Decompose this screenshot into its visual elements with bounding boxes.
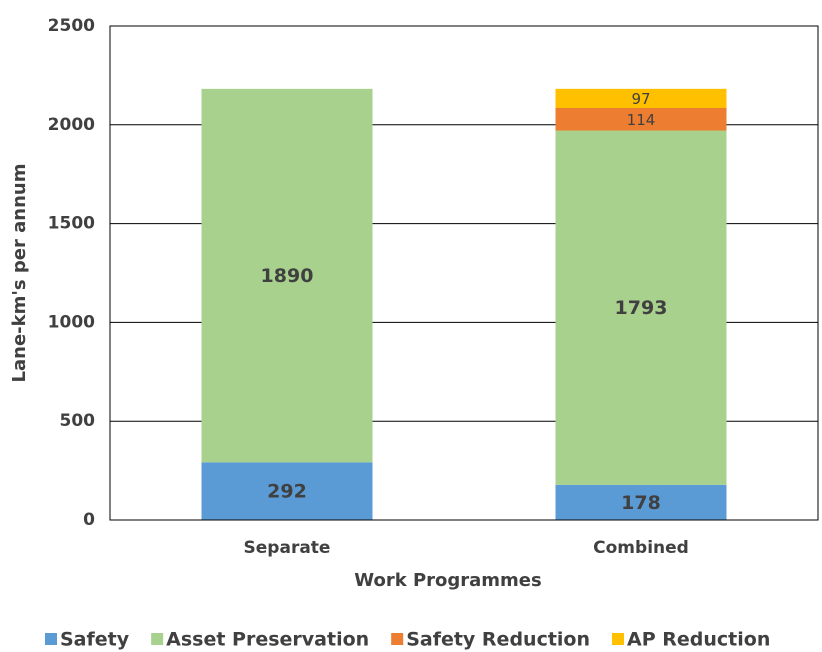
y-tick-label: 1000 (48, 312, 95, 332)
data-label: 114 (627, 111, 656, 129)
y-tick-label: 2000 (48, 115, 95, 135)
bar-segment (555, 484, 727, 520)
legend-swatch (151, 633, 164, 645)
x-axis-title: Work Programmes (354, 570, 541, 591)
bar-segment (555, 108, 727, 131)
legend-label: AP Reduction (627, 629, 770, 651)
legend-swatch (45, 633, 57, 645)
y-tick-label: 2500 (48, 16, 95, 36)
bar-segment (555, 88, 727, 109)
y-tick-label: 500 (60, 411, 96, 431)
y-tick-label: 0 (83, 510, 95, 530)
bar-segment (555, 130, 727, 485)
legend-swatch (612, 633, 625, 645)
bar-segment (201, 88, 373, 463)
data-label: 178 (621, 492, 661, 514)
data-label: 1890 (261, 265, 314, 287)
legend-label: Safety Reduction (406, 629, 590, 651)
legend-swatch (391, 633, 404, 645)
data-label: 1793 (615, 297, 668, 319)
x-tick-label: Combined (593, 538, 689, 558)
bar-segment (201, 462, 373, 520)
legend-label: Asset Preservation (166, 629, 369, 651)
plot-border (109, 25, 819, 521)
legend-label: Safety (60, 629, 130, 651)
x-tick-label: Separate (244, 538, 331, 558)
data-label: 292 (267, 481, 307, 503)
data-label: 97 (631, 90, 650, 108)
y-axis-title: Lane-km's per annum (9, 164, 30, 383)
y-tick-label: 1500 (48, 214, 95, 234)
